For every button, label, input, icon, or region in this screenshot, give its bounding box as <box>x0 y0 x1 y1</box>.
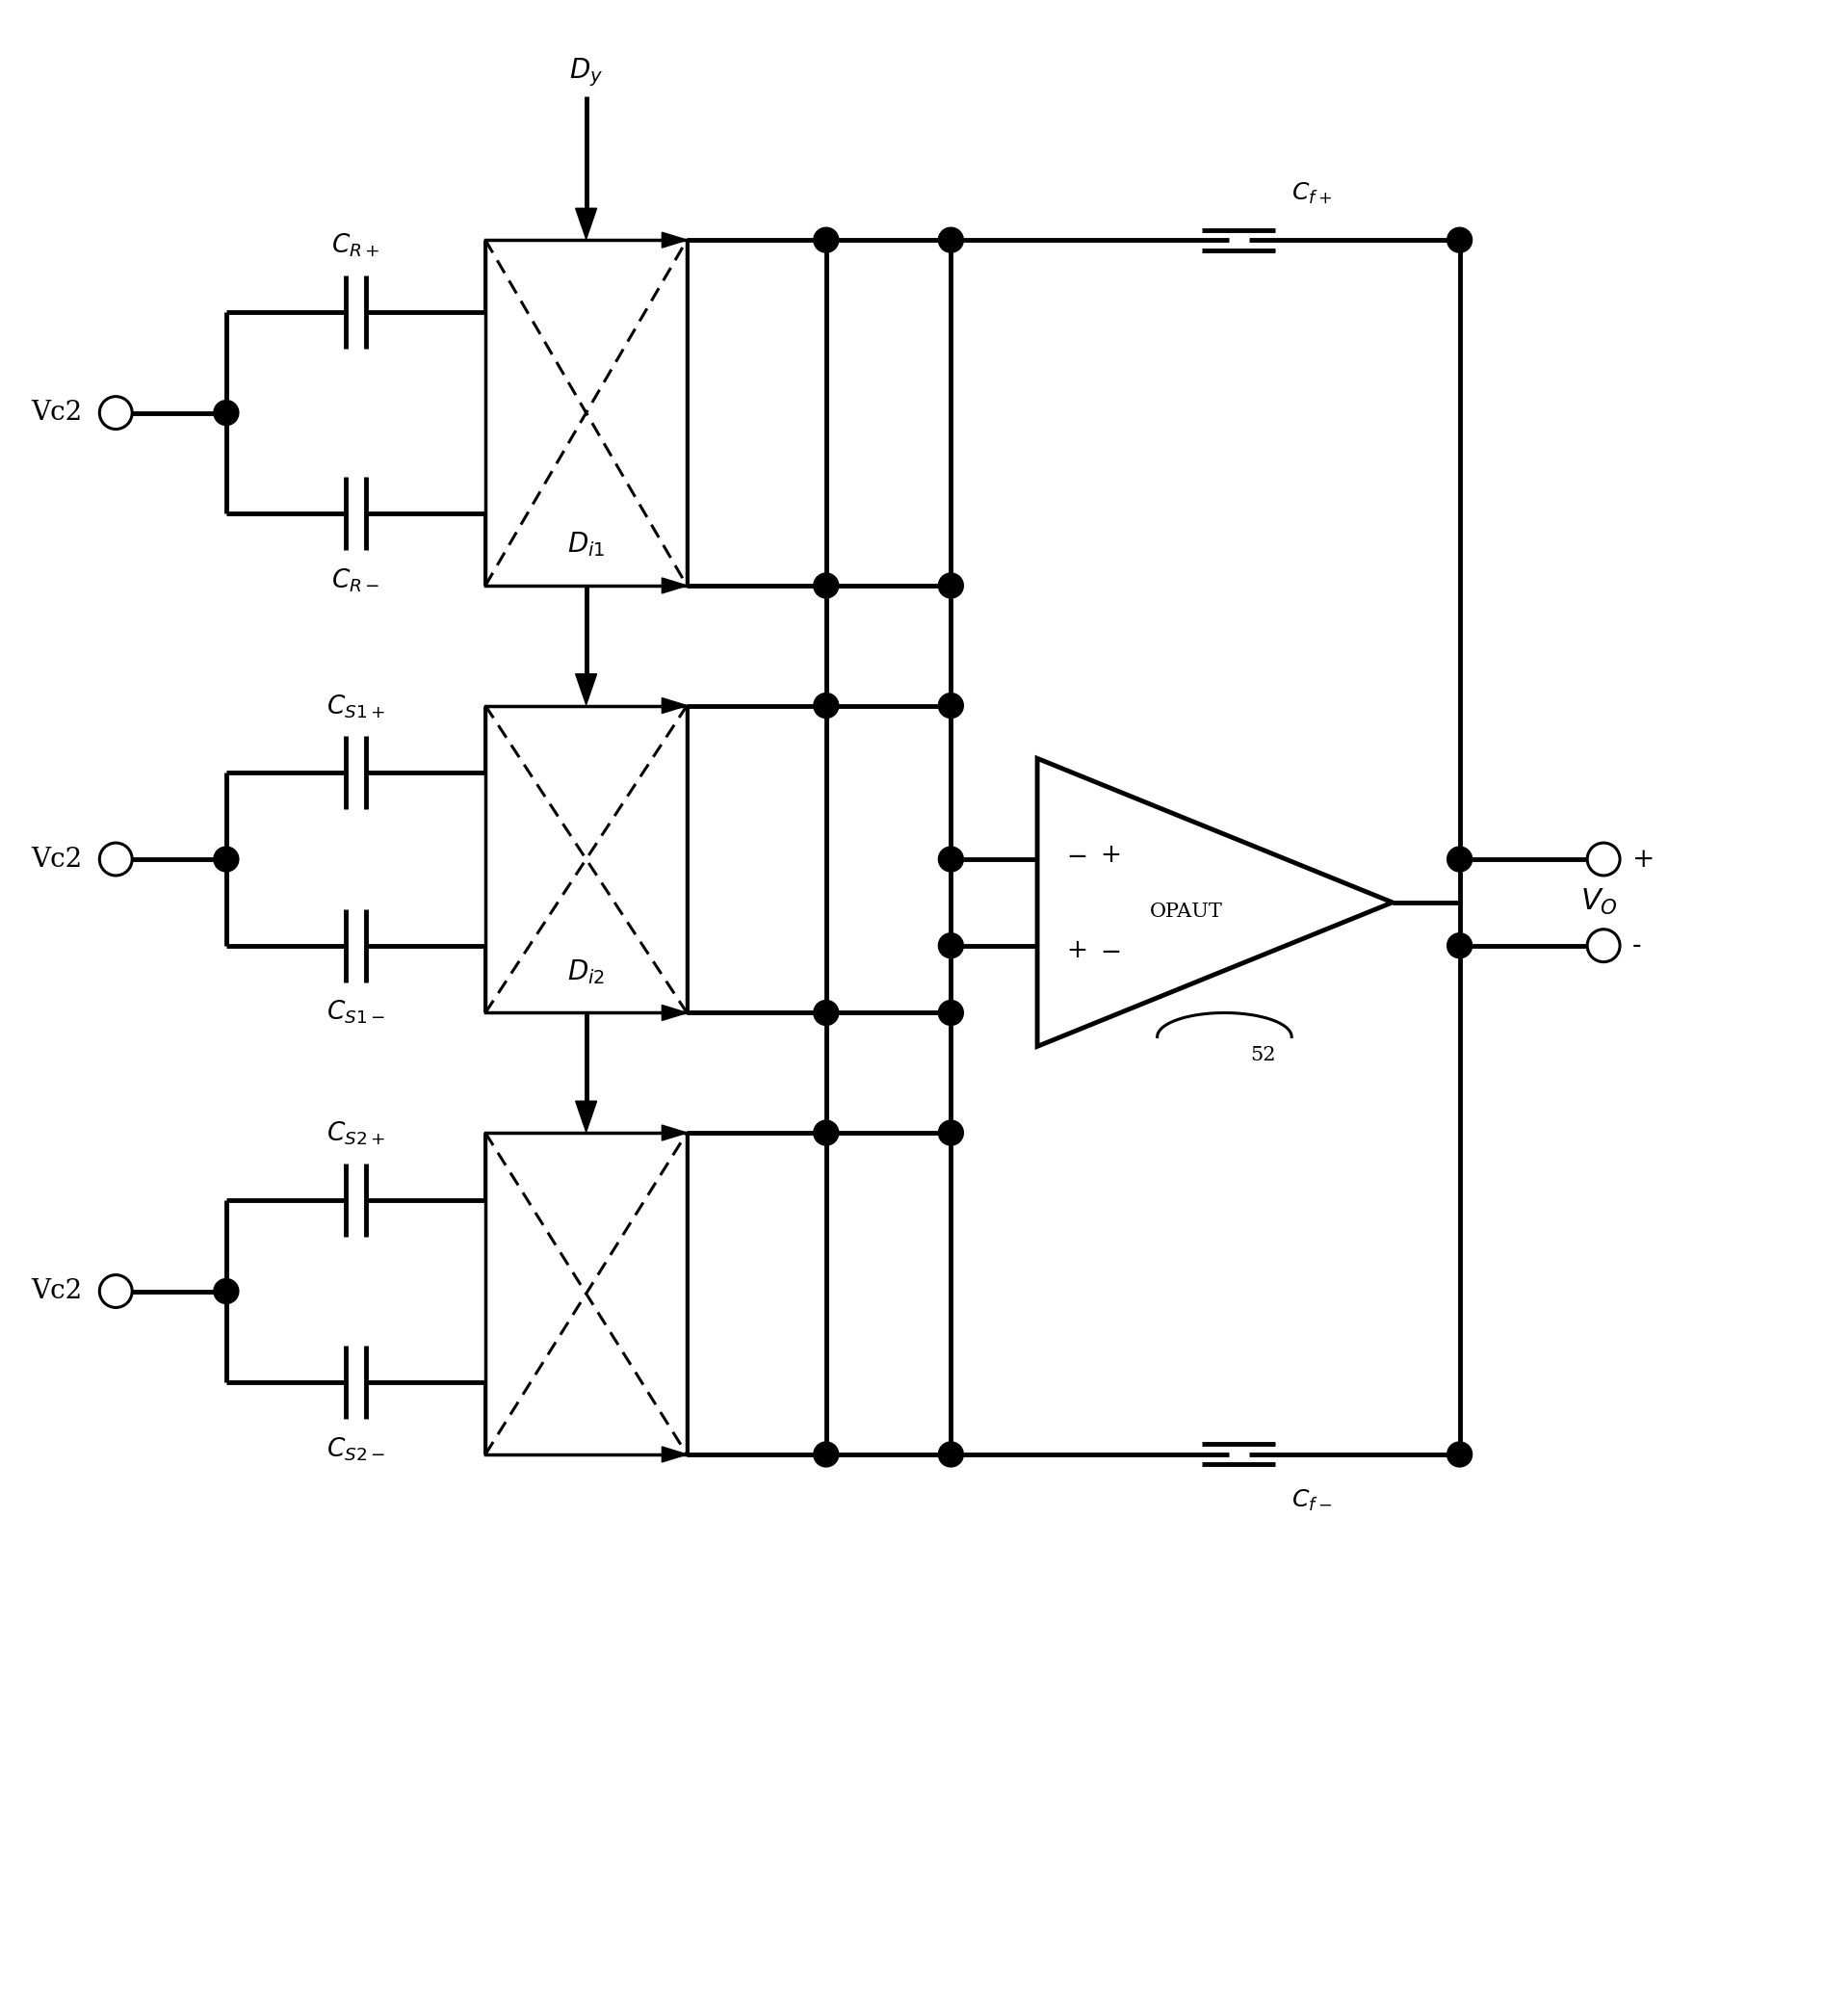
Circle shape <box>1447 847 1473 871</box>
Circle shape <box>938 1441 964 1468</box>
Bar <box>485 1133 686 1454</box>
Text: $C_{R-}$: $C_{R-}$ <box>332 566 380 595</box>
Polygon shape <box>662 698 686 714</box>
Circle shape <box>100 843 131 875</box>
Text: $C_{S1-}$: $C_{S1-}$ <box>327 998 385 1026</box>
Text: OPAUT: OPAUT <box>1150 903 1223 921</box>
Circle shape <box>100 397 131 429</box>
Bar <box>485 706 686 1012</box>
Polygon shape <box>662 1006 686 1020</box>
Bar <box>485 240 686 585</box>
Circle shape <box>1447 933 1473 958</box>
Circle shape <box>938 573 964 599</box>
Text: $-$: $-$ <box>1066 843 1086 867</box>
Circle shape <box>1447 1441 1473 1468</box>
Circle shape <box>938 228 964 252</box>
Circle shape <box>214 847 239 871</box>
Circle shape <box>938 933 964 958</box>
Text: $-$: $-$ <box>1100 937 1121 962</box>
Circle shape <box>814 1441 840 1468</box>
Circle shape <box>938 1000 964 1026</box>
Text: $C_{f-}$: $C_{f-}$ <box>1292 1488 1332 1514</box>
Circle shape <box>938 1121 964 1145</box>
Polygon shape <box>662 232 686 248</box>
Text: $C_{S2+}$: $C_{S2+}$ <box>327 1119 385 1147</box>
Circle shape <box>814 1000 840 1026</box>
Text: +: + <box>1632 847 1655 873</box>
Circle shape <box>814 694 840 718</box>
Text: $V_O$: $V_O$ <box>1580 887 1617 917</box>
Text: -: - <box>1632 933 1641 958</box>
Text: $+$: $+$ <box>1100 843 1121 867</box>
Circle shape <box>214 401 239 425</box>
Circle shape <box>814 228 840 252</box>
Text: $D_{i1}$: $D_{i1}$ <box>568 530 606 558</box>
Circle shape <box>100 1274 131 1308</box>
Circle shape <box>938 694 964 718</box>
Text: $D_y$: $D_y$ <box>569 56 602 89</box>
Text: 52: 52 <box>1250 1046 1276 1064</box>
Text: Vc2: Vc2 <box>31 399 82 425</box>
Text: $C_{S2-}$: $C_{S2-}$ <box>327 1435 385 1464</box>
Text: $D_{i2}$: $D_{i2}$ <box>568 958 606 986</box>
Polygon shape <box>575 208 597 240</box>
Text: Vc2: Vc2 <box>31 1278 82 1304</box>
Text: $C_{S1+}$: $C_{S1+}$ <box>327 694 385 720</box>
Circle shape <box>1588 929 1621 962</box>
Circle shape <box>814 573 840 599</box>
Circle shape <box>1447 228 1473 252</box>
Circle shape <box>938 847 964 871</box>
Polygon shape <box>662 1125 686 1141</box>
Text: $C_{R+}$: $C_{R+}$ <box>332 232 380 260</box>
Circle shape <box>814 1121 840 1145</box>
Text: Vc2: Vc2 <box>31 847 82 873</box>
Polygon shape <box>662 1447 686 1462</box>
Polygon shape <box>575 673 597 706</box>
Text: $+$: $+$ <box>1066 937 1086 962</box>
Polygon shape <box>575 1101 597 1131</box>
Circle shape <box>1588 843 1621 875</box>
Circle shape <box>214 1278 239 1304</box>
Polygon shape <box>662 579 686 593</box>
Text: $C_{f+}$: $C_{f+}$ <box>1292 181 1332 206</box>
